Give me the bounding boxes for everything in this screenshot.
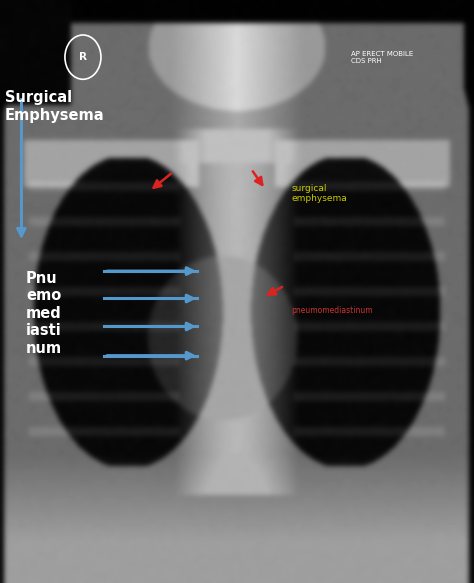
Text: Surgical
Emphysema: Surgical Emphysema	[5, 90, 104, 123]
Text: Pnu
emo
med
iasti
num: Pnu emo med iasti num	[26, 271, 62, 356]
Text: R: R	[79, 52, 87, 62]
Text: surgical
emphysema: surgical emphysema	[292, 184, 347, 203]
Text: AP ERECT MOBILE
CDS PRH: AP ERECT MOBILE CDS PRH	[351, 51, 413, 64]
Text: pneumomediastinum: pneumomediastinum	[292, 306, 373, 315]
